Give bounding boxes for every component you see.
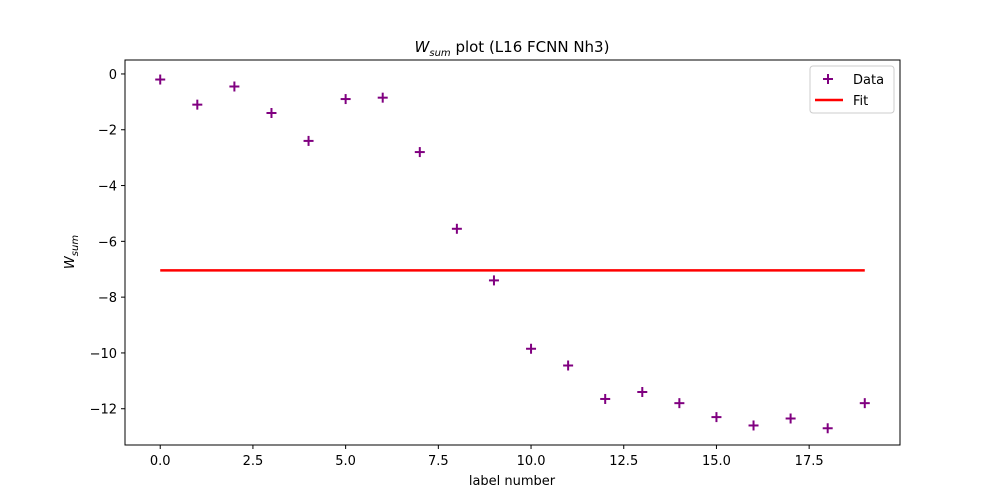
data-point bbox=[711, 412, 722, 423]
data-point bbox=[822, 423, 833, 434]
data-point bbox=[563, 360, 574, 371]
y-tick-label: −2 bbox=[98, 124, 117, 139]
x-tick-label: 2.5 bbox=[243, 454, 264, 469]
x-tick-label: 15.0 bbox=[702, 454, 731, 469]
y-axis-label-sub: sum bbox=[70, 235, 81, 257]
data-point bbox=[303, 135, 314, 146]
data-point bbox=[748, 420, 759, 431]
x-tick-label: 12.5 bbox=[609, 454, 638, 469]
y-axis-label-main: W bbox=[63, 255, 78, 269]
plot-frame bbox=[124, 59, 901, 446]
data-point bbox=[414, 147, 425, 158]
x-tick-label: 17.5 bbox=[795, 454, 824, 469]
chart-title-main: W bbox=[415, 38, 431, 56]
data-point bbox=[377, 92, 388, 103]
y-tick-label: 0 bbox=[109, 68, 117, 83]
legend-data-label: Data bbox=[853, 73, 884, 88]
x-axis-label: label number bbox=[469, 474, 556, 489]
chart-title-sub: sum bbox=[429, 48, 451, 59]
y-axis-label: Wsum bbox=[63, 235, 81, 269]
y-tick-label: −12 bbox=[90, 403, 117, 418]
data-point bbox=[526, 343, 537, 354]
y-tick-label: −6 bbox=[98, 235, 117, 250]
y-tick-label: −10 bbox=[90, 347, 117, 362]
data-point bbox=[192, 99, 203, 110]
data-layer bbox=[155, 74, 870, 434]
data-point bbox=[266, 108, 277, 119]
data-point bbox=[674, 398, 685, 409]
chart-title: Wsum plot (L16 FCNN Nh3) bbox=[415, 38, 610, 59]
data-point bbox=[785, 413, 796, 424]
ticks-layer: 0.0 2.5 5.0 7.5 10.0 12.5 15.0 17.5 0 −2 −4 −6 −8 −10… bbox=[90, 68, 824, 469]
y-tick-label: −4 bbox=[98, 180, 117, 195]
x-tick-label: 0.0 bbox=[150, 454, 171, 469]
legend-data-marker bbox=[823, 74, 833, 84]
data-point bbox=[340, 94, 351, 105]
data-point bbox=[637, 386, 648, 397]
y-tick-label: −8 bbox=[98, 291, 117, 306]
data-point bbox=[600, 393, 611, 404]
legend: Data Fit bbox=[809, 65, 895, 114]
chart-title-rest: plot (L16 FCNN Nh3) bbox=[451, 38, 610, 56]
data-point bbox=[488, 275, 499, 286]
data-point bbox=[451, 223, 462, 234]
x-tick-label: 10.0 bbox=[517, 454, 546, 469]
data-point bbox=[859, 398, 870, 409]
legend-fit-label: Fit bbox=[853, 94, 868, 109]
data-point bbox=[155, 74, 166, 85]
data-point bbox=[229, 81, 240, 92]
x-tick-label: 7.5 bbox=[428, 454, 449, 469]
x-tick-label: 5.0 bbox=[335, 454, 356, 469]
